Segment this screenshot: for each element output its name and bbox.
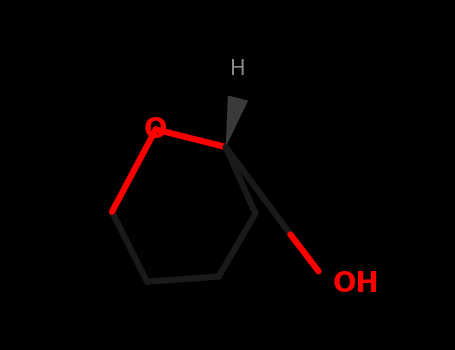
Polygon shape — [226, 96, 248, 147]
Text: OH: OH — [333, 270, 379, 298]
Text: H: H — [230, 59, 246, 79]
Text: O: O — [144, 116, 167, 144]
